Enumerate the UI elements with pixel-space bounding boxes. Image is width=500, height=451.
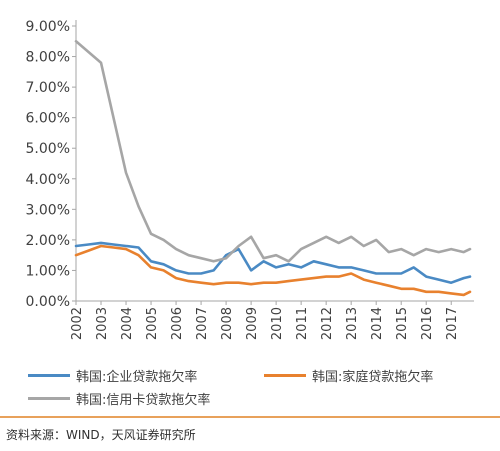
line-chart: 0.00% 1.00% 2.00% 3.00% 4.00% 5.00% 6.00% 7.00%… bbox=[26, 19, 474, 340]
legend-swatch-enterprise bbox=[28, 374, 70, 377]
x-tick-label: 2002 bbox=[70, 307, 85, 340]
legend-item-household: 韩国:家庭贷款拖欠率 bbox=[264, 366, 433, 385]
x-tick-label: 2014 bbox=[370, 307, 385, 340]
series-line-household bbox=[74, 244, 472, 297]
legend-item-enterprise: 韩国:企业贷款拖欠率 bbox=[28, 366, 197, 385]
x-tick-label: 2010 bbox=[270, 307, 285, 340]
x-tick-label: 2012 bbox=[320, 307, 335, 340]
legend-label-household: 韩国:家庭贷款拖欠率 bbox=[312, 370, 434, 385]
x-tick-label: 2008 bbox=[220, 307, 235, 340]
legend-label-credit-card: 韩国:信用卡贷款拖欠率 bbox=[76, 393, 211, 408]
y-tick-label: 5.00% bbox=[26, 141, 70, 157]
x-tick-label: 2017 bbox=[445, 307, 460, 340]
y-tick-label: 7.00% bbox=[26, 80, 70, 96]
x-tick-label: 2006 bbox=[170, 307, 185, 340]
x-tick-label: 2005 bbox=[145, 307, 160, 340]
x-tick-label: 2007 bbox=[195, 307, 210, 340]
x-tick-label: 2004 bbox=[120, 307, 135, 340]
x-tick-label: 2016 bbox=[420, 307, 435, 340]
x-tick-label: 2003 bbox=[95, 307, 110, 340]
y-tick-label: 2.00% bbox=[26, 233, 70, 249]
x-tick-label: 2011 bbox=[295, 307, 310, 340]
legend-swatch-household bbox=[264, 374, 306, 377]
legend: 韩国:企业贷款拖欠率 韩国:家庭贷款拖欠率 韩国:信用卡贷款拖欠率 bbox=[0, 362, 500, 410]
y-tick-label: 4.00% bbox=[26, 172, 70, 188]
x-tick-label: 2013 bbox=[345, 307, 360, 340]
y-tick-label: 6.00% bbox=[26, 111, 70, 127]
y-tick-label: 1.00% bbox=[26, 263, 70, 279]
chart-svg: 0.00% 1.00% 2.00% 3.00% 4.00% 5.00% 6.00% 7.00%… bbox=[26, 19, 474, 340]
source-note: 资料来源：WIND，天风证券研究所 bbox=[6, 428, 196, 442]
series-line-enterprise bbox=[74, 241, 472, 285]
x-tick-label: 2015 bbox=[395, 307, 410, 340]
y-tick-label: 9.00% bbox=[26, 19, 70, 35]
y-tick-label: 8.00% bbox=[26, 50, 70, 66]
x-tick-label: 2009 bbox=[245, 307, 260, 340]
y-tick-label: 0.00% bbox=[26, 294, 70, 310]
y-tick-label: 3.00% bbox=[26, 202, 70, 218]
legend-label-enterprise: 韩国:企业贷款拖欠率 bbox=[76, 370, 198, 385]
source-divider bbox=[0, 416, 500, 418]
legend-swatch-credit-card bbox=[28, 397, 70, 400]
series-line-credit-card bbox=[74, 39, 472, 263]
legend-item-credit-card: 韩国:信用卡贷款拖欠率 bbox=[28, 389, 210, 408]
